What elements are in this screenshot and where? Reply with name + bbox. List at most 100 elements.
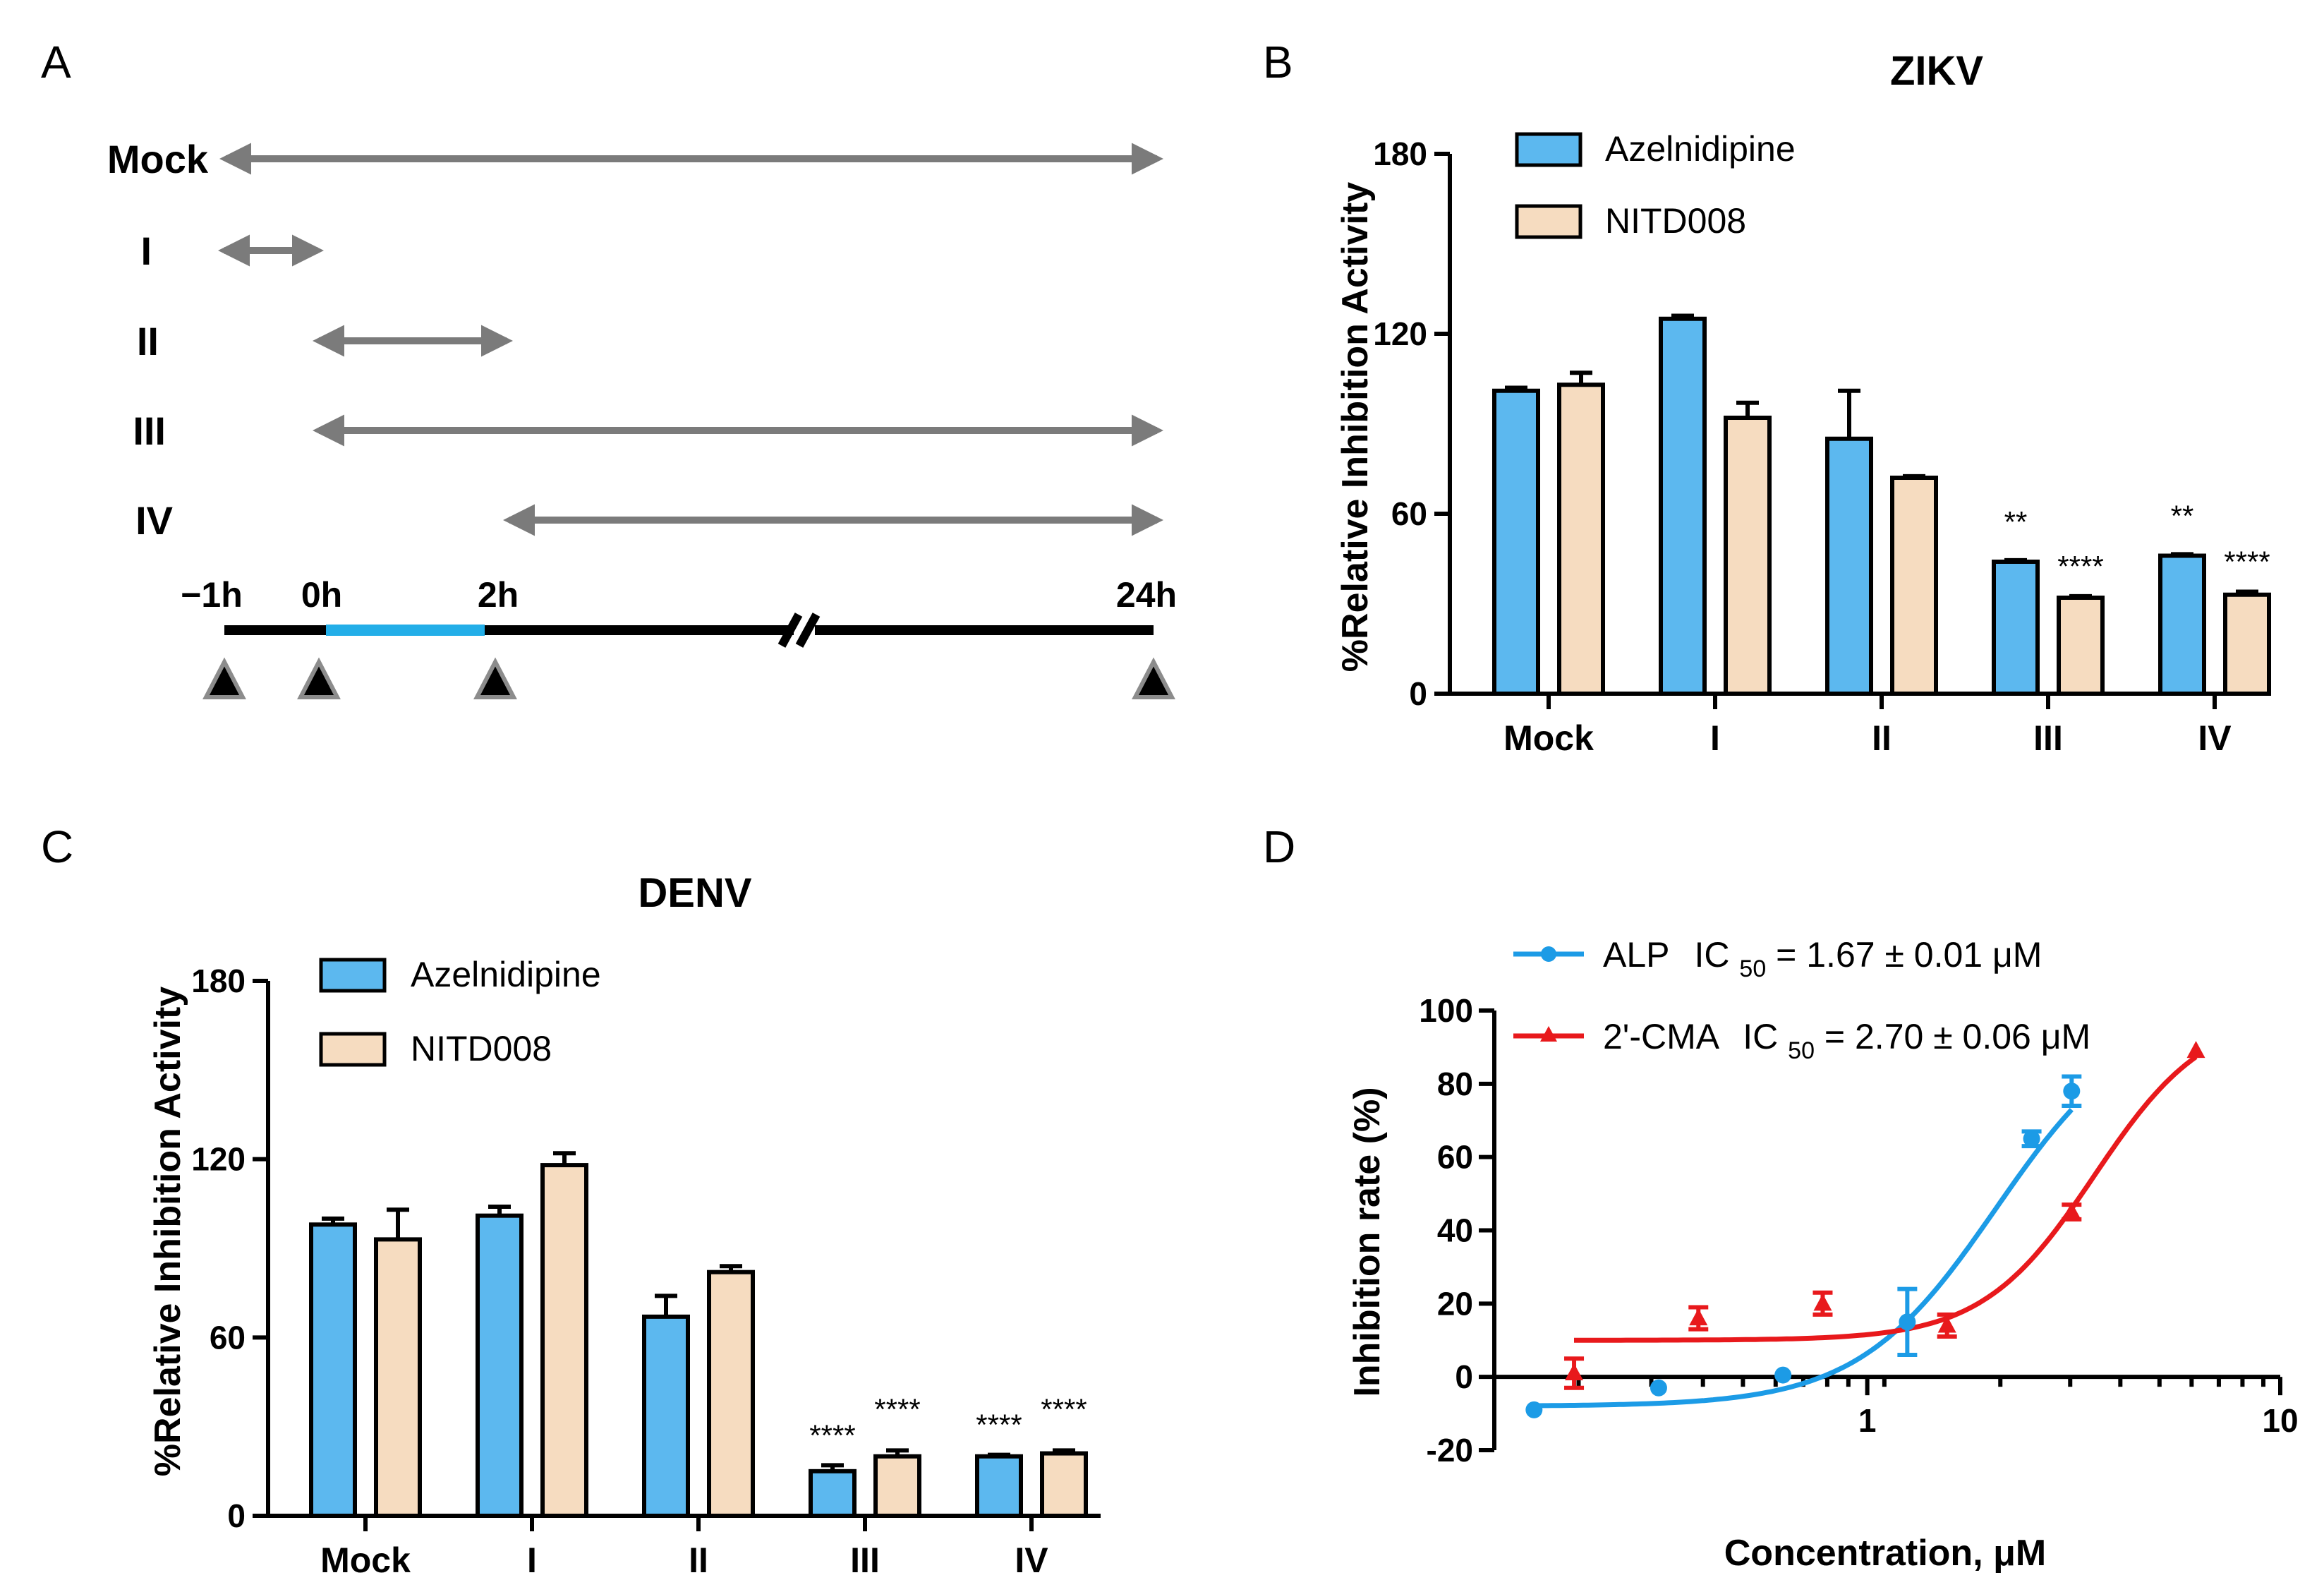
denv-x-tick-label: II: [689, 1540, 708, 1580]
dose-point-cma: [2062, 1202, 2081, 1219]
dose-y-tick-label: 80: [1437, 1066, 1473, 1102]
dose-y-axis-title: Inhibition rate (%): [1347, 1087, 1388, 1397]
zikv-x-tick-label: III: [2033, 718, 2063, 758]
denv-bar-nitd008: [1040, 1451, 1088, 1518]
denv-bar-nitd008: [540, 1163, 588, 1518]
zikv-significance-nitd008: ****: [2224, 545, 2270, 579]
dose-y-tick-label: 0: [1455, 1358, 1473, 1395]
panel-letter-b: B: [1263, 37, 1293, 88]
denv-y-tick-label: 180: [191, 963, 246, 999]
zikv-x-tick-label: IV: [2198, 718, 2232, 758]
panel-letter-c: C: [41, 821, 73, 872]
timeline-row-label-ii: II: [137, 319, 159, 363]
zikv-legend-label-nitd008: NITD008: [1605, 201, 1746, 241]
zikv-bar-azelnidipine: [1492, 388, 1540, 696]
denv-chart-title: DENV: [638, 870, 751, 916]
denv-y-tick-label: 0: [227, 1497, 246, 1534]
zikv-y-tick-label: 180: [1373, 135, 1427, 172]
dose-legend-alp-ic: IC: [1695, 935, 1730, 975]
zikv-legend: Azelnidipine NITD008: [1515, 129, 1796, 241]
denv-x-tick-label: IV: [1015, 1540, 1048, 1580]
dose-point-alp: [1774, 1366, 1792, 1384]
dose-legend-alp-name: ALP: [1603, 935, 1669, 975]
denv-significance-nitd008: ****: [1041, 1392, 1087, 1425]
dose-point-cma: [1689, 1308, 1708, 1326]
timeline-panel: Mock I II III IV −1h 0h 2h 24h: [107, 137, 1177, 699]
panel-letter-d: D: [1263, 821, 1295, 872]
denv-bar-nitd008: [707, 1270, 755, 1518]
dose-x-tick-label: 1: [1858, 1402, 1877, 1439]
denv-legend-swatch-azelnidipine: [319, 958, 387, 993]
timeline-marker-24h: [1132, 657, 1175, 699]
dose-legend-cma-ic-value: = 2.70 ± 0.06 μM: [1824, 1017, 2090, 1056]
dose-x-axis-title: Concentration, μM: [1724, 1533, 2046, 1574]
dose-response-chart: Concentration, μM Inhibition rate (%) AL…: [1347, 935, 2299, 1574]
dose-legend-label-cma: 2'-CMA IC 50 = 2.70 ± 0.06 μM: [1603, 1017, 2090, 1066]
dose-point-cma: [2186, 1041, 2205, 1059]
zikv-bar-nitd008: [2057, 596, 2105, 696]
denv-legend-label-azelnidipine: Azelnidipine: [411, 955, 601, 994]
zikv-bar-nitd008: [1890, 476, 1938, 696]
timeline-row-label-i: I: [140, 229, 152, 273]
denv-bar-nitd008: [374, 1237, 422, 1519]
dose-legend-cma-ic: IC: [1743, 1017, 1778, 1056]
dose-legend-alp-ic-sub: 50: [1739, 955, 1766, 982]
denv-y-axis-title: %Relative Inhibition Activity: [147, 987, 188, 1476]
denv-bar-azelnidipine: [642, 1314, 690, 1519]
dose-legend-label-alp: ALP IC 50 = 1.67 ± 0.01 μM: [1603, 935, 2042, 984]
dose-point-alp: [1899, 1313, 1916, 1331]
zikv-bar-chart: ZIKV %Relative Inhibition Activity Azeln…: [1335, 48, 2271, 758]
dose-y-tick-label: 20: [1437, 1285, 1473, 1322]
denv-significance-azelnidipine: ****: [976, 1409, 1022, 1442]
denv-bar-chart: DENV %Relative Inhibition Activity Azeln…: [147, 870, 1101, 1580]
dose-legend-marker-cma: [1540, 1026, 1557, 1042]
zikv-significance-nitd008: ****: [2057, 550, 2103, 583]
dose-legend-marker-alp: [1541, 946, 1556, 962]
timeline-time-24h: 24h: [1116, 575, 1177, 615]
timeline-marker-2h: [473, 657, 517, 699]
dose-point-alp: [2063, 1083, 2081, 1100]
denv-bar-azelnidipine: [309, 1222, 357, 1519]
zikv-bar-nitd008: [1724, 416, 1772, 696]
timeline-row-label-iii: III: [133, 409, 166, 453]
denv-bar-azelnidipine: [476, 1213, 523, 1518]
dose-legend-alp-ic-value: = 1.67 ± 0.01 μM: [1776, 935, 2042, 975]
denv-x-tick-label: III: [850, 1540, 880, 1580]
timeline-time-minus1h: −1h: [181, 575, 243, 615]
zikv-bar-nitd008: [1557, 382, 1605, 696]
timeline-row-label-iv: IV: [135, 498, 173, 543]
timeline-row-label-mock: Mock: [107, 137, 209, 181]
zikv-bar-nitd008: [2223, 592, 2271, 696]
dose-point-cma: [1565, 1363, 1584, 1380]
dose-y-tick-label: 60: [1437, 1139, 1473, 1176]
zikv-y-tick-label: 0: [1409, 675, 1427, 712]
zikv-y-tick-label: 60: [1391, 495, 1427, 532]
dose-x-tick-label: 10: [2262, 1402, 2298, 1439]
zikv-legend-swatch-azelnidipine: [1515, 132, 1582, 167]
zikv-y-axis-title: %Relative Inhibition Activity: [1335, 182, 1376, 672]
denv-bar-azelnidipine: [975, 1454, 1023, 1519]
denv-significance-nitd008: ****: [874, 1392, 920, 1425]
timeline-marker-0h: [297, 657, 341, 699]
denv-significance-azelnidipine: ****: [809, 1418, 855, 1452]
zikv-bar-azelnidipine: [1825, 436, 1873, 696]
panel-letter-a: A: [41, 37, 71, 88]
dose-legend-item-alp: ALP IC 50 = 1.67 ± 0.01 μM: [1513, 935, 2042, 984]
dose-y-tick-label: 40: [1437, 1212, 1473, 1249]
timeline-break-mark: [777, 613, 821, 648]
dose-fit-curve-cma: [1574, 1054, 2198, 1343]
zikv-bar-azelnidipine: [2158, 553, 2206, 696]
dose-point-alp: [1525, 1401, 1543, 1418]
denv-legend-label-nitd008: NITD008: [411, 1029, 552, 1068]
denv-legend-swatch-nitd008: [319, 1032, 387, 1067]
zikv-significance-azelnidipine: **: [2004, 505, 2028, 538]
timeline-time-2h: 2h: [478, 575, 519, 615]
dose-legend-cma-name: 2'-CMA: [1603, 1017, 1720, 1056]
denv-y-tick-label: 60: [210, 1319, 246, 1356]
zikv-bar-azelnidipine: [1659, 316, 1707, 696]
zikv-chart-title: ZIKV: [1890, 48, 1983, 94]
dose-legend: ALP IC 50 = 1.67 ± 0.01 μM 2'-CMA IC 50 …: [1513, 935, 2090, 1066]
dose-y-tick-label: 100: [1419, 992, 1473, 1029]
zikv-legend-swatch-nitd008: [1515, 204, 1582, 239]
